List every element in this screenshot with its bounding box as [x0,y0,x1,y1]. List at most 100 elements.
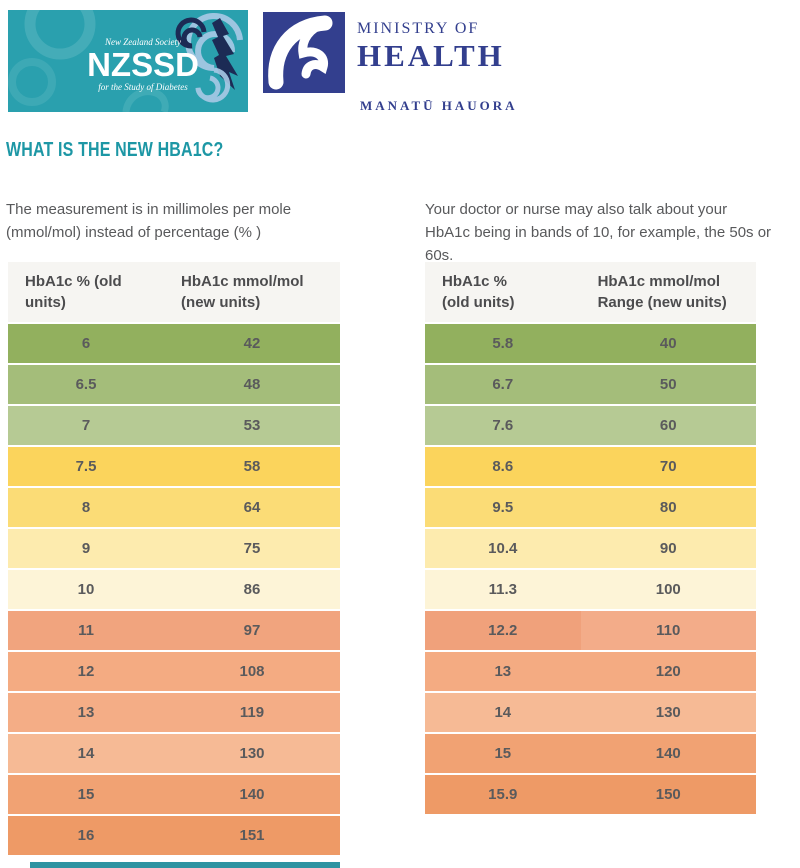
new-units-value: 151 [164,814,340,855]
moh-title-line2: HEALTH [357,38,505,73]
bottom-teal-bar [30,862,340,868]
old-units-value: 16 [8,814,165,855]
table-row: 10 86 [8,568,340,609]
table-row: 9 75 [8,527,340,568]
koru-swirl-decoration [8,10,243,112]
new-units-value: 108 [164,650,340,691]
new-units-value: 48 [164,363,340,404]
old-units-value: 15.9 [425,773,581,814]
intro-right-line2: HbA1c being in bands of 10, for example,… [425,224,772,264]
new-units-value: 64 [164,486,340,527]
conversion-table-left: HbA1c % (old units) HbA1c mmol/mol (new … [8,262,340,855]
table-row: 15 140 [8,773,340,814]
old-units-value: 12 [8,650,165,691]
old-units-value: 5.8 [425,322,581,363]
new-units-value: 42 [164,322,340,363]
table-row: 7.6 60 [425,404,756,445]
moh-title: MINISTRY OF HEALTH [357,19,505,73]
old-units-value: 13 [425,650,581,691]
header-line: (new units) [181,294,261,311]
old-units-value: 9 [8,527,165,568]
old-units-value: 7 [8,404,165,445]
moh-title-line1: MINISTRY OF [357,20,480,37]
old-units-value: 15 [425,732,581,773]
header-line: HbA1c % [442,273,508,290]
old-units-value: 14 [8,732,165,773]
new-units-value: 130 [580,691,756,732]
table-row: 8.6 70 [425,445,756,486]
old-units-value: 7.5 [8,445,165,486]
new-units-value: 80 [580,486,756,527]
new-units-value: 58 [164,445,340,486]
old-units-value: 7.6 [425,404,581,445]
new-units-value: 100 [580,568,756,609]
new-units-value: 86 [164,568,340,609]
table-row: 12 108 [8,650,340,691]
moh-koru-box [263,12,345,93]
old-units-value: 15 [8,773,165,814]
nzssd-logo-text: New Zealand Society NZSSD for the Study … [84,37,202,93]
new-units-value: 110 [580,609,756,650]
ministry-of-health-logo: MINISTRY OF HEALTH MANATŪ HAUORA [263,12,533,113]
old-units-value: 12.2 [425,609,581,650]
intro-left-line2: (mmol/mol) instead of percentage (% ) [6,224,262,241]
old-units-value: 9.5 [425,486,581,527]
table-row: 6.5 48 [8,363,340,404]
table-row: 13 120 [425,650,756,691]
header-line: HbA1c mmol/mol [597,273,721,290]
old-units-value: 8.6 [425,445,581,486]
koru-icon [268,15,333,90]
table-header-row: HbA1c % (old units) HbA1c mmol/mol Range… [425,262,756,322]
header-new-units: HbA1c mmol/mol (new units) [164,262,340,322]
conversion-table-right: HbA1c % (old units) HbA1c mmol/mol Range… [425,262,756,814]
table-row: 11 97 [8,609,340,650]
new-units-value: 60 [580,404,756,445]
table-row: 5.8 40 [425,322,756,363]
old-units-value: 14 [425,691,581,732]
table-header-row: HbA1c % (old units) HbA1c mmol/mol (new … [8,262,340,322]
nzssd-society-line: New Zealand Society [105,37,181,47]
intro-left: The measurement is in millimoles per mol… [6,198,411,244]
header-line: units) [25,294,66,311]
table-row: 16 151 [8,814,340,855]
table-row: 8 64 [8,486,340,527]
table-row: 7 53 [8,404,340,445]
old-units-value: 6.7 [425,363,581,404]
old-units-value: 11.3 [425,568,581,609]
table-row: 15.9 150 [425,773,756,814]
table-row: 10.4 90 [425,527,756,568]
new-units-value: 53 [164,404,340,445]
new-units-value: 119 [164,691,340,732]
header-old-units: HbA1c % (old units) [8,262,164,322]
table-row: 6 42 [8,322,340,363]
new-units-value: 50 [580,363,756,404]
table-row: 11.3 100 [425,568,756,609]
old-units-value: 8 [8,486,165,527]
header-line: (old units) [442,294,515,311]
nzssd-logo: New Zealand Society NZSSD for the Study … [8,10,248,112]
table-body: 5.8 40 6.7 50 7.6 60 8.6 70 9.5 80 10.4 90 11.3 100 12… [425,322,756,814]
old-units-value: 11 [8,609,165,650]
old-units-value: 10 [8,568,165,609]
new-units-value: 150 [580,773,756,814]
table-row: 6.7 50 [425,363,756,404]
nz-map-silhouette [212,18,238,90]
new-units-value: 75 [164,527,340,568]
header-old-units: HbA1c % (old units) [425,262,581,322]
old-units-value: 6 [8,322,165,363]
moh-subtitle: MANATŪ HAUORA [360,98,518,113]
new-units-value: 130 [164,732,340,773]
new-units-value: 140 [164,773,340,814]
table-row: 7.5 58 [8,445,340,486]
new-units-value: 40 [580,322,756,363]
new-units-value: 70 [580,445,756,486]
nzssd-acronym: NZSSD [87,46,199,83]
new-units-value: 90 [580,527,756,568]
table-row: 12.2 110 [425,609,756,650]
header-new-units-range: HbA1c mmol/mol Range (new units) [581,262,756,322]
new-units-value: 97 [164,609,340,650]
header-line: HbA1c mmol/mol [181,273,304,290]
page-title: WHAT IS THE NEW HBA1C? [6,139,224,161]
old-units-value: 10.4 [425,527,581,568]
